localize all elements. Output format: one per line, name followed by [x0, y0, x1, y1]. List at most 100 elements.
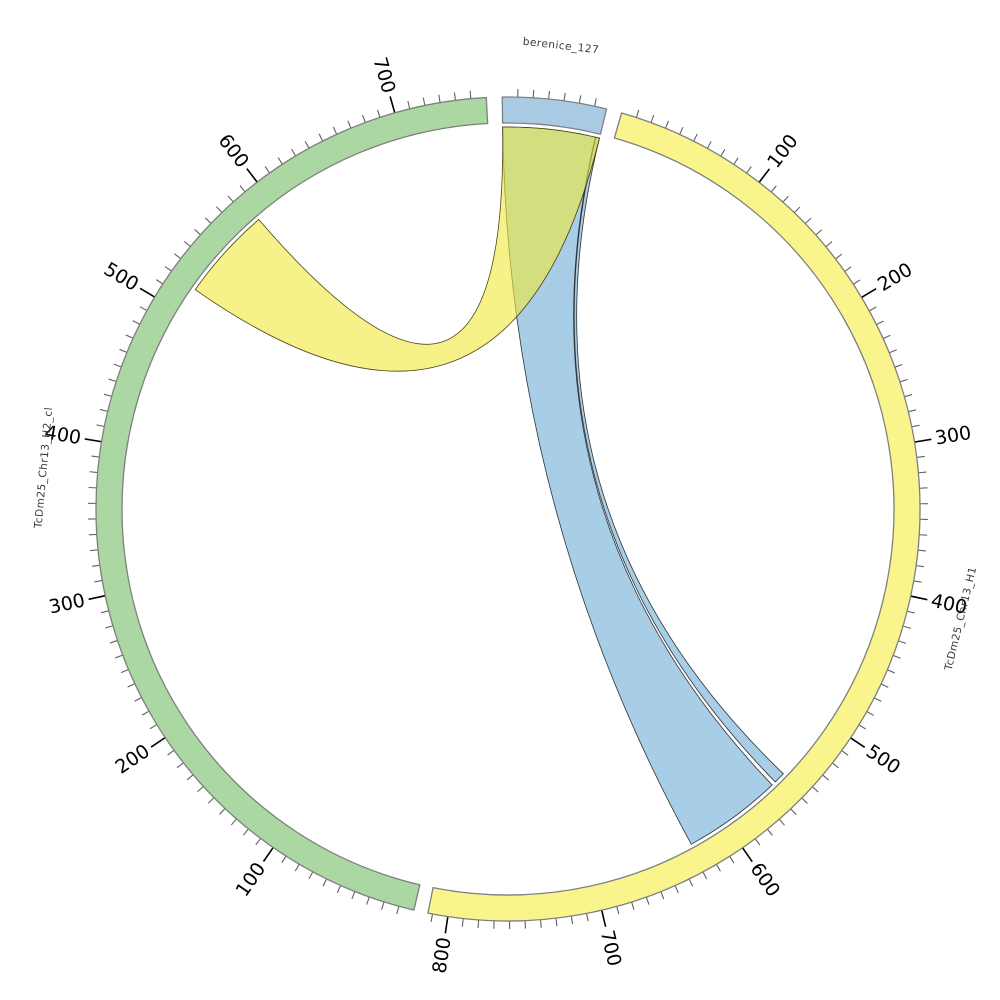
- minor-tick-TcDm25_Chr13_H1-80: [733, 157, 739, 165]
- minor-tick-TcDm25_Chr13_H2_cl-640: [304, 140, 310, 149]
- minor-tick-TcDm25_Chr13_H2_cl-580: [227, 195, 234, 202]
- major-tick-TcDm25_Chr13_H1-800: [444, 916, 449, 934]
- minor-tick-TcDm25_Chr13_H2_cl-440: [108, 378, 116, 382]
- major-tick-TcDm25_Chr13_H2_cl-500: [139, 287, 155, 298]
- minor-tick-TcDm25_Chr13_H2_cl-180: [176, 762, 184, 769]
- ribbon-alignment-blue-sliver: [573, 136, 784, 783]
- major-tick-TcDm25_Chr13_H1-600: [742, 847, 753, 863]
- minor-tick-TcDm25_Chr13_H1-490: [859, 724, 867, 730]
- minor-tick-TcDm25_Chr13_H2_cl-750: [469, 90, 472, 99]
- minor-tick-TcDm25_Chr13_H2_cl-420: [99, 408, 108, 412]
- minor-tick-berenice_127-50: [578, 95, 582, 103]
- minor-tick-TcDm25_Chr13_H2_cl-520: [164, 266, 172, 272]
- minor-tick-TcDm25_Chr13_H1-410: [907, 610, 916, 614]
- minor-tick-TcDm25_Chr13_H1-450: [887, 669, 895, 674]
- minor-tick-TcDm25_Chr13_H2_cl-10: [396, 906, 400, 915]
- minor-tick-TcDm25_Chr13_H2_cl-90: [281, 856, 287, 864]
- minor-tick-TcDm25_Chr13_H1-670: [645, 897, 650, 905]
- minor-tick-TcDm25_Chr13_H1-170: [835, 253, 843, 260]
- minor-tick-TcDm25_Chr13_H2_cl-690: [376, 109, 381, 118]
- minor-tick-TcDm25_Chr13_H2_cl-170: [186, 774, 194, 781]
- minor-tick-TcDm25_Chr13_H1-280: [908, 409, 917, 413]
- major-tick-TcDm25_Chr13_H1-700: [601, 910, 607, 927]
- minor-tick-TcDm25_Chr13_H2_cl-210: [149, 724, 157, 730]
- minor-tick-TcDm25_Chr13_H1-230: [883, 334, 891, 339]
- minor-tick-TcDm25_Chr13_H1-520: [832, 762, 840, 769]
- minor-tick-TcDm25_Chr13_H1-250: [895, 363, 903, 368]
- minor-tick-TcDm25_Chr13_H2_cl-20: [381, 902, 385, 910]
- minor-tick-TcDm25_Chr13_H2_cl-250: [120, 669, 129, 674]
- minor-tick-TcDm25_Chr13_H1-530: [822, 774, 830, 781]
- minor-tick-TcDm25_Chr13_H2_cl-120: [242, 828, 249, 836]
- major-tick-TcDm25_Chr13_H2_cl-200: [150, 737, 166, 748]
- minor-tick-TcDm25_Chr13_H1-510: [841, 750, 849, 756]
- minor-tick-TcDm25_Chr13_H1-290: [912, 424, 920, 428]
- major-tick-TcDm25_Chr13_H2_cl-700: [389, 96, 396, 113]
- minor-tick-TcDm25_Chr13_H1-160: [825, 241, 833, 247]
- minor-tick-TcDm25_Chr13_H1-640: [688, 879, 694, 887]
- minor-tick-TcDm25_Chr13_H1-320: [918, 471, 927, 474]
- minor-tick-TcDm25_Chr13_H2_cl-460: [119, 348, 127, 353]
- minor-tick-TcDm25_Chr13_H1-210: [869, 306, 877, 312]
- minor-tick-TcDm25_Chr13_H1-10: [636, 109, 640, 118]
- minor-tick-TcDm25_Chr13_H1-550: [801, 797, 808, 804]
- minor-tick-TcDm25_Chr13_H1-630: [702, 872, 708, 880]
- minor-tick-TcDm25_Chr13_H1-30: [665, 120, 669, 129]
- tick-label-TcDm25_Chr13_H1-800: 800: [429, 936, 456, 975]
- segment-band-TcDm25_Chr13_H2_cl: [95, 96, 489, 911]
- minor-tick-TcDm25_Chr13_H2_cl-650: [318, 133, 323, 141]
- ribbon-alignment-blue-main: [502, 126, 773, 845]
- minor-tick-berenice_127-30: [548, 90, 551, 99]
- minor-tick-TcDm25_Chr13_H1-140: [805, 217, 812, 224]
- minor-tick-TcDm25_Chr13_H1-50: [693, 133, 698, 141]
- minor-tick-TcDm25_Chr13_H1-260: [900, 378, 908, 383]
- minor-tick-TcDm25_Chr13_H1-130: [794, 206, 801, 213]
- minor-tick-TcDm25_Chr13_H1-220: [876, 320, 884, 325]
- minor-tick-TcDm25_Chr13_H1-710: [586, 913, 589, 922]
- minor-tick-TcDm25_Chr13_H1-440: [893, 655, 901, 659]
- minor-tick-TcDm25_Chr13_H1-690: [616, 906, 620, 915]
- minor-tick-berenice_127-40: [563, 92, 566, 101]
- major-tick-TcDm25_Chr13_H2_cl-600: [246, 168, 258, 183]
- minor-tick-TcDm25_Chr13_H1-660: [660, 891, 665, 900]
- minor-tick-TcDm25_Chr13_H2_cl-660: [332, 126, 337, 135]
- minor-tick-TcDm25_Chr13_H1-620: [716, 864, 721, 872]
- minor-tick-TcDm25_Chr13_H1-390: [914, 580, 922, 583]
- minor-tick-TcDm25_Chr13_H2_cl-570: [216, 206, 223, 213]
- minor-tick-TcDm25_Chr13_H2_cl-590: [239, 185, 246, 192]
- minor-tick-TcDm25_Chr13_H1-110: [771, 185, 777, 192]
- minor-tick-TcDm25_Chr13_H1-190: [853, 279, 861, 285]
- minor-tick-TcDm25_Chr13_H1-120: [782, 195, 789, 203]
- minor-tick-TcDm25_Chr13_H2_cl-280: [105, 625, 113, 629]
- minor-tick-TcDm25_Chr13_H1-650: [674, 885, 679, 894]
- minor-tick-TcDm25_Chr13_H1-680: [631, 902, 635, 910]
- minor-tick-TcDm25_Chr13_H1-150: [815, 229, 823, 236]
- minor-tick-TcDm25_Chr13_H2_cl-50: [336, 885, 341, 893]
- minor-tick-TcDm25_Chr13_H2_cl-560: [204, 217, 212, 224]
- minor-tick-TcDm25_Chr13_H2_cl-530: [174, 253, 181, 259]
- minor-tick-TcDm25_Chr13_H2_cl-220: [141, 710, 149, 716]
- minor-tick-TcDm25_Chr13_H2_cl-150: [207, 797, 215, 804]
- minor-tick-TcDm25_Chr13_H2_cl-620: [277, 157, 283, 165]
- minor-tick-TcDm25_Chr13_H2_cl-320: [91, 564, 100, 567]
- minor-tick-TcDm25_Chr13_H2_cl-490: [139, 306, 147, 311]
- major-tick-TcDm25_Chr13_H1-300: [914, 438, 932, 443]
- minor-tick-TcDm25_Chr13_H2_cl-80: [294, 864, 300, 872]
- minor-tick-TcDm25_Chr13_H2_cl-330: [90, 549, 98, 552]
- minor-tick-TcDm25_Chr13_H2_cl-610: [264, 166, 270, 173]
- minor-tick-TcDm25_Chr13_H2_cl-40: [351, 891, 356, 900]
- minor-tick-TcDm25_Chr13_H2_cl-230: [134, 697, 142, 702]
- minor-tick-TcDm25_Chr13_H1-570: [779, 819, 785, 826]
- minor-tick-TcDm25_Chr13_H2_cl-550: [194, 229, 201, 235]
- minor-tick-TcDm25_Chr13_H2_cl-680: [362, 114, 366, 123]
- minor-tick-TcDm25_Chr13_H2_cl-380: [89, 471, 98, 473]
- minor-tick-TcDm25_Chr13_H2_cl-730: [438, 94, 441, 103]
- minor-tick-TcDm25_Chr13_H1-470: [874, 697, 882, 703]
- minor-tick-TcDm25_Chr13_H2_cl-510: [155, 279, 163, 285]
- minor-tick-TcDm25_Chr13_H2_cl-160: [197, 786, 204, 793]
- minor-tick-TcDm25_Chr13_H2_cl-260: [115, 654, 123, 659]
- minor-tick-TcDm25_Chr13_H1-810: [430, 914, 433, 922]
- minor-tick-TcDm25_Chr13_H2_cl-140: [219, 808, 226, 815]
- segment-band-TcDm25_Chr13_H1: [427, 112, 921, 922]
